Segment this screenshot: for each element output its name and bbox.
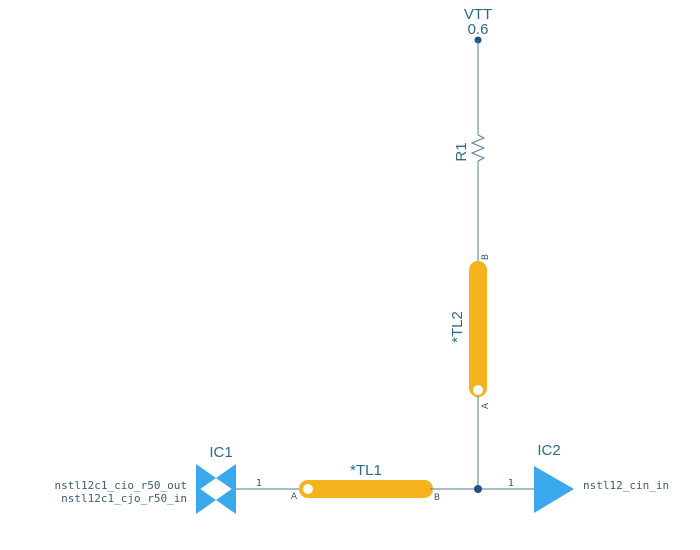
ic1-buffer-right-triangle[interactable]: [216, 464, 236, 492]
tl2-refdes: *TL2: [449, 311, 466, 343]
vtt-net-name: VTT: [464, 6, 492, 23]
ic1-buffer-left-triangle-lower[interactable]: [196, 486, 216, 514]
r1-refdes: R1: [453, 142, 470, 161]
tl1-pin-a-marker: [301, 482, 315, 496]
tl2-pin-a-label: A: [481, 402, 491, 409]
ic2-buffer-triangle[interactable]: [534, 466, 574, 513]
ic1-pin-number: 1: [256, 478, 262, 489]
tl1-refdes: *TL1: [350, 462, 382, 479]
tl2-pin-a-marker: [471, 383, 485, 397]
ic1-net-out-label: nstl12c1_cio_r50_out: [55, 479, 187, 492]
tl2-pin-b-label: B: [481, 254, 491, 260]
ic1-refdes: IC1: [209, 444, 232, 461]
ic1-buffer-right-triangle-lower[interactable]: [216, 486, 236, 514]
vtt-voltage-value: 0.6: [468, 21, 489, 38]
ic2-pin-number: 1: [508, 478, 514, 489]
tl1-pin-a-label: A: [291, 492, 298, 502]
ic1-buffer-left-triangle[interactable]: [196, 464, 216, 492]
ic2-refdes: IC2: [537, 442, 560, 459]
ic1-net-in-label: nstl12c1_cjo_r50_in: [61, 492, 187, 505]
resistor-r1-symbol[interactable]: [470, 134, 486, 162]
tl1-pin-b-label: B: [434, 493, 440, 503]
net-junction-dot[interactable]: [474, 485, 482, 493]
ic2-net-in-label: nstl12_cin_in: [583, 479, 669, 492]
